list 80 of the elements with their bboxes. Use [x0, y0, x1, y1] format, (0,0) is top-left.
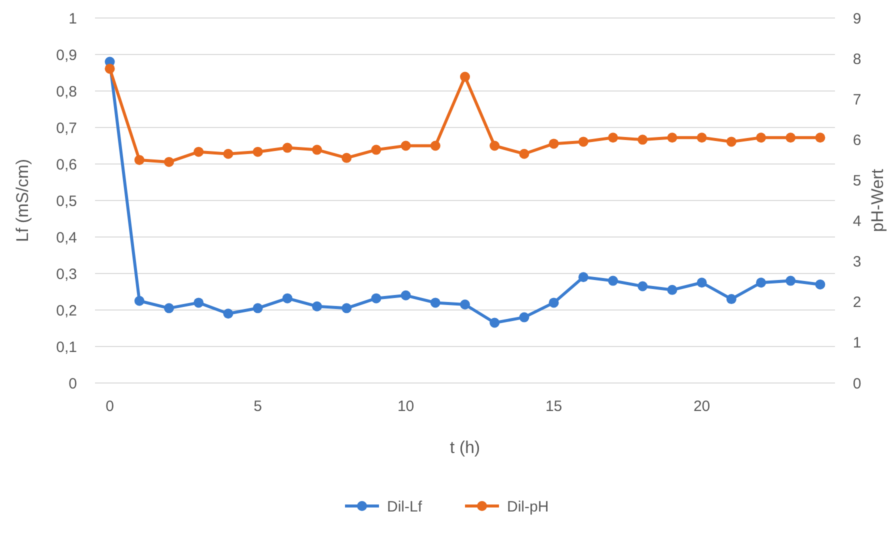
y2-tick-label: 4	[852, 213, 862, 230]
point	[282, 293, 292, 304]
y-tick-label: 0,2	[56, 302, 77, 320]
point	[696, 278, 707, 288]
point	[194, 298, 204, 308]
point	[519, 312, 530, 322]
y2-tick-label: 0	[852, 375, 862, 392]
point	[252, 303, 263, 314]
point	[312, 301, 322, 312]
x-tick-label: 10	[397, 398, 414, 415]
y2-tick-label: 7	[852, 91, 862, 108]
point	[430, 140, 440, 151]
point	[164, 156, 174, 167]
point	[460, 72, 470, 82]
point	[490, 318, 500, 328]
y-tick-label: 0,9	[56, 46, 77, 64]
point	[638, 134, 648, 145]
point	[548, 138, 559, 149]
point	[104, 64, 115, 74]
y2-axis-title: pH-Wert	[868, 168, 887, 232]
point	[342, 152, 352, 163]
point	[578, 136, 588, 147]
point	[430, 298, 440, 308]
point	[608, 132, 618, 143]
legend-label: Dil-pH	[507, 498, 549, 516]
y-tick-label: 1	[68, 10, 77, 28]
point	[726, 294, 736, 304]
point	[786, 132, 796, 143]
point	[400, 140, 411, 151]
y-tick-label: 0,8	[56, 83, 77, 100]
point	[400, 290, 411, 300]
y2-tick-label: 3	[852, 254, 862, 271]
point	[134, 154, 144, 165]
point	[519, 148, 530, 159]
y-tick-label: 0,3	[56, 266, 77, 283]
point	[756, 278, 766, 288]
legend-label: Dil-Lf	[387, 498, 423, 516]
y-axis-title: Lf (mS/cm)	[13, 158, 32, 242]
point	[342, 303, 352, 314]
x-tick-label: 5	[254, 398, 262, 415]
y2-tick-label: 9	[852, 10, 862, 28]
x-axis-title: t (h)	[450, 438, 480, 457]
point	[667, 132, 678, 143]
point	[371, 144, 382, 155]
point	[134, 296, 144, 306]
point	[815, 279, 826, 290]
y-tick-label: 0,1	[56, 338, 77, 356]
point	[726, 136, 736, 147]
point	[490, 140, 500, 151]
y-tick-label: 0,6	[56, 156, 77, 174]
x-tick-label: 20	[693, 398, 710, 415]
point	[548, 298, 559, 308]
y2-tick-label: 5	[852, 172, 862, 190]
point	[164, 303, 174, 314]
point	[756, 132, 766, 143]
point	[786, 276, 796, 286]
point	[252, 146, 263, 157]
x-tick-label: 0	[106, 398, 114, 415]
y2-tick-label: 2	[852, 294, 862, 312]
point	[194, 146, 204, 157]
y-tick-label: 0,4	[56, 229, 77, 246]
y-tick-label: 0,5	[56, 192, 77, 210]
point	[312, 144, 322, 155]
point	[223, 308, 234, 319]
y-tick-label: 0	[68, 375, 77, 392]
x-tick-label: 15	[545, 398, 562, 415]
point	[578, 272, 588, 282]
y2-tick-label: 1	[852, 334, 862, 352]
point	[282, 142, 292, 153]
point	[460, 300, 470, 310]
point	[638, 281, 648, 292]
y2-tick-label: 8	[852, 50, 862, 68]
y2-tick-label: 6	[852, 132, 862, 149]
point	[371, 293, 382, 304]
point	[696, 132, 707, 143]
y-tick-label: 0,7	[56, 120, 77, 137]
point	[608, 276, 618, 286]
point	[667, 284, 678, 295]
point	[223, 148, 234, 159]
point	[815, 132, 826, 143]
